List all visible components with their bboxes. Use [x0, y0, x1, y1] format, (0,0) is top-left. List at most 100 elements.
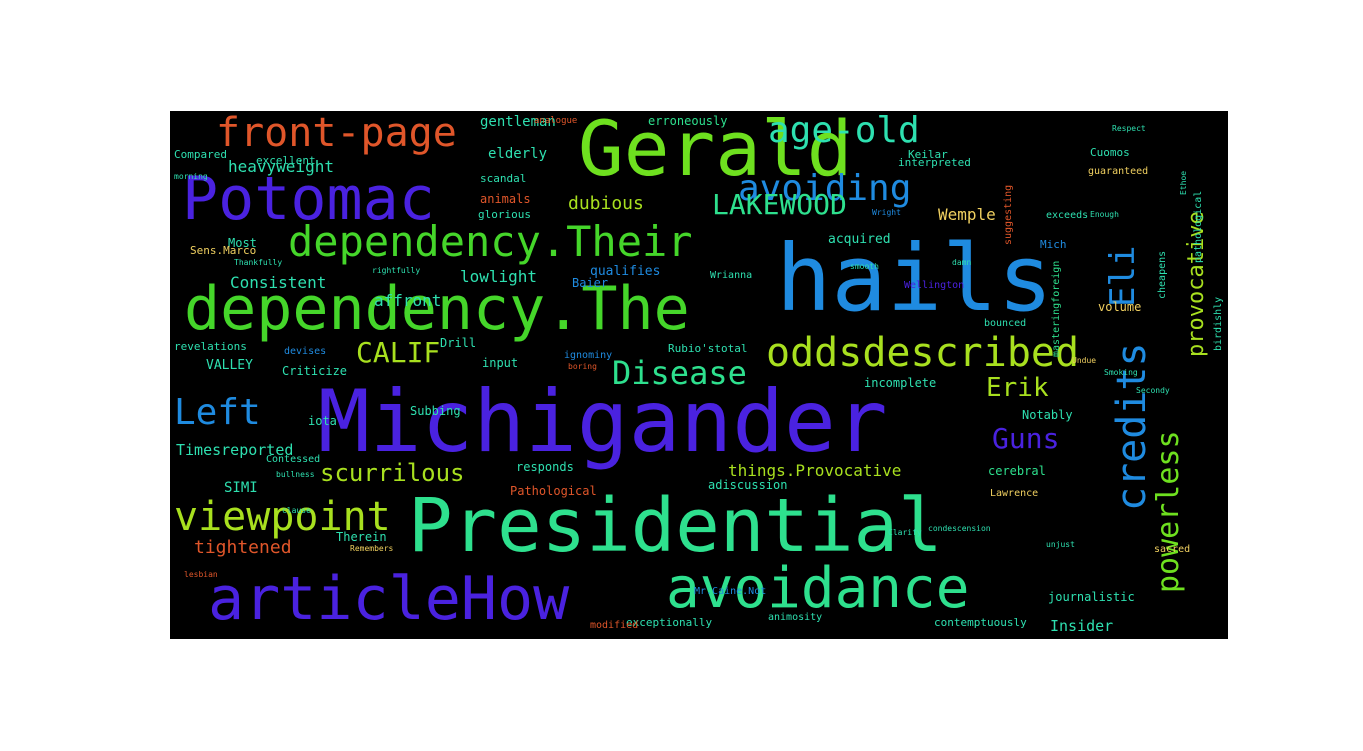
cloud-word: Subbing — [410, 404, 461, 418]
cloud-word: avoiding — [738, 168, 912, 209]
cloud-word: heavyweight — [228, 157, 334, 176]
cloud-word: clause — [282, 506, 311, 515]
cloud-word: Undue — [1072, 356, 1097, 365]
cloud-word: glorious — [478, 208, 531, 221]
cloud-word: Presidential — [408, 483, 943, 569]
cloud-word: SIMI — [224, 480, 258, 496]
cloud-word: volume — [1098, 300, 1142, 314]
cloud-word: ignominy — [564, 350, 613, 361]
cloud-word: acquired — [828, 232, 891, 247]
cloud-word: animosity — [768, 612, 823, 623]
cloud-word: scandal — [480, 172, 527, 185]
cloud-word: front-page — [216, 111, 457, 156]
cloud-word: rightfully — [372, 266, 421, 275]
cloud-word: Mr.Caine.Not — [694, 586, 767, 597]
cloud-word: iota — [308, 414, 337, 428]
cloud-word: tightened — [194, 537, 292, 558]
cloud-word: Gerald — [578, 111, 853, 193]
cloud-word: interpreted — [898, 156, 971, 169]
cloud-word: journalistic — [1048, 590, 1135, 604]
cloud-word: pathological — [1193, 190, 1204, 263]
cloud-word: Contessed — [266, 454, 321, 465]
cloud-word: damn — [952, 258, 972, 267]
cloud-word: Disease — [612, 354, 747, 392]
cloud-word: Smoking — [1104, 368, 1138, 377]
cloud-word: animals — [480, 192, 531, 206]
cloud-word: guaranteed — [1088, 166, 1149, 177]
cloud-word: Drill — [440, 336, 477, 350]
cloud-word: Insider — [1050, 617, 1114, 635]
cloud-word: Therein — [336, 530, 387, 544]
cloud-word: Rubio'stotal — [668, 342, 748, 355]
cloud-word: elderly — [488, 146, 548, 162]
cloud-word: modified — [590, 620, 639, 631]
cloud-word: masteringforeign — [1051, 260, 1062, 357]
cloud-word: contemptuously — [934, 616, 1027, 629]
cloud-word: analogue — [534, 116, 578, 126]
cloud-word: condescension — [928, 524, 991, 533]
cloud-word: Consistent — [230, 273, 327, 292]
cloud-word: Eli — [1103, 245, 1143, 307]
cloud-word: Lawrence — [990, 488, 1039, 499]
cloud-word: excellent — [256, 154, 316, 167]
cloud-word: articleHow — [208, 564, 570, 634]
cloud-word: Ethoe — [1179, 170, 1188, 195]
cloud-word: exceeds — [1046, 210, 1089, 221]
cloud-word: Remembers — [350, 544, 394, 553]
cloud-word: dependency.The — [184, 274, 690, 344]
cloud-word: exceptionally — [626, 616, 713, 629]
cloud-word: powerless — [1151, 430, 1186, 593]
cloud-word: Respect — [1112, 124, 1146, 133]
cloud-word: Clarify — [888, 528, 922, 537]
cloud-word: viewpoint — [174, 494, 391, 540]
cloud-word: boring — [568, 362, 597, 371]
cloud-word: adiscussion — [708, 478, 788, 492]
cloud-word: oddsdescribed — [766, 330, 1080, 376]
cloud-word: dubious — [568, 193, 644, 214]
cloud-word: incomplete — [864, 376, 937, 390]
cloud-word: Wrianna — [710, 270, 753, 281]
cloud-word: bullness — [276, 470, 315, 479]
cloud-word: Compared — [174, 148, 227, 161]
cloud-word: Guns — [992, 422, 1060, 455]
cloud-word: bounced — [984, 318, 1027, 329]
cloud-word: birdishly — [1213, 296, 1224, 351]
cloud-word: Wright — [872, 208, 901, 217]
word-cloud-image: Michigander Presidential hails Gerald depend… — [170, 111, 1228, 639]
cloud-word: Sens.Marco — [190, 244, 257, 257]
cloud-word: unjust — [1046, 540, 1075, 549]
cloud-word: affront — [374, 291, 442, 310]
cloud-word: qualifies — [590, 264, 661, 279]
cloud-word: erroneously — [648, 114, 728, 128]
cloud-word: age-old — [768, 111, 920, 151]
cloud-word: Potomac — [182, 164, 435, 234]
cloud-word: suggesting — [1003, 184, 1014, 245]
cloud-word: Notably — [1022, 408, 1073, 422]
cloud-word: Thankfully — [234, 258, 283, 267]
cloud-word: hails — [776, 225, 1053, 332]
cloud-word: cheapens — [1157, 250, 1168, 299]
cloud-word: Most — [228, 236, 257, 250]
cloud-word: Secondy — [1136, 386, 1170, 395]
cloud-word: CALIF — [356, 336, 441, 369]
cloud-word: Wellington — [904, 280, 965, 291]
cloud-word: Baier — [572, 276, 609, 290]
cloud-word: scurrilous — [320, 459, 465, 487]
cloud-word: sacred — [1154, 544, 1191, 555]
cloud-word: lowlight — [460, 267, 538, 286]
cloud-word: Erik — [986, 373, 1049, 403]
cloud-word: cerebral — [988, 464, 1046, 478]
cloud-word: lesbian — [184, 570, 218, 579]
cloud-word: Mich — [1040, 238, 1067, 251]
cloud-word: Timesreported — [176, 441, 294, 459]
cloud-word: responds — [516, 460, 574, 474]
cloud-word: Keilar — [908, 148, 948, 161]
cloud-word: dependency.Their — [288, 217, 693, 266]
cloud-word: Criticize — [282, 364, 348, 378]
cloud-word: Wemple — [938, 205, 996, 224]
cloud-word: revelations — [174, 340, 247, 353]
cloud-word: input — [482, 356, 519, 370]
cloud-word: Pathological — [510, 484, 597, 498]
cloud-word: Left — [174, 392, 261, 433]
cloud-word: LAKEWOOD — [712, 188, 847, 221]
